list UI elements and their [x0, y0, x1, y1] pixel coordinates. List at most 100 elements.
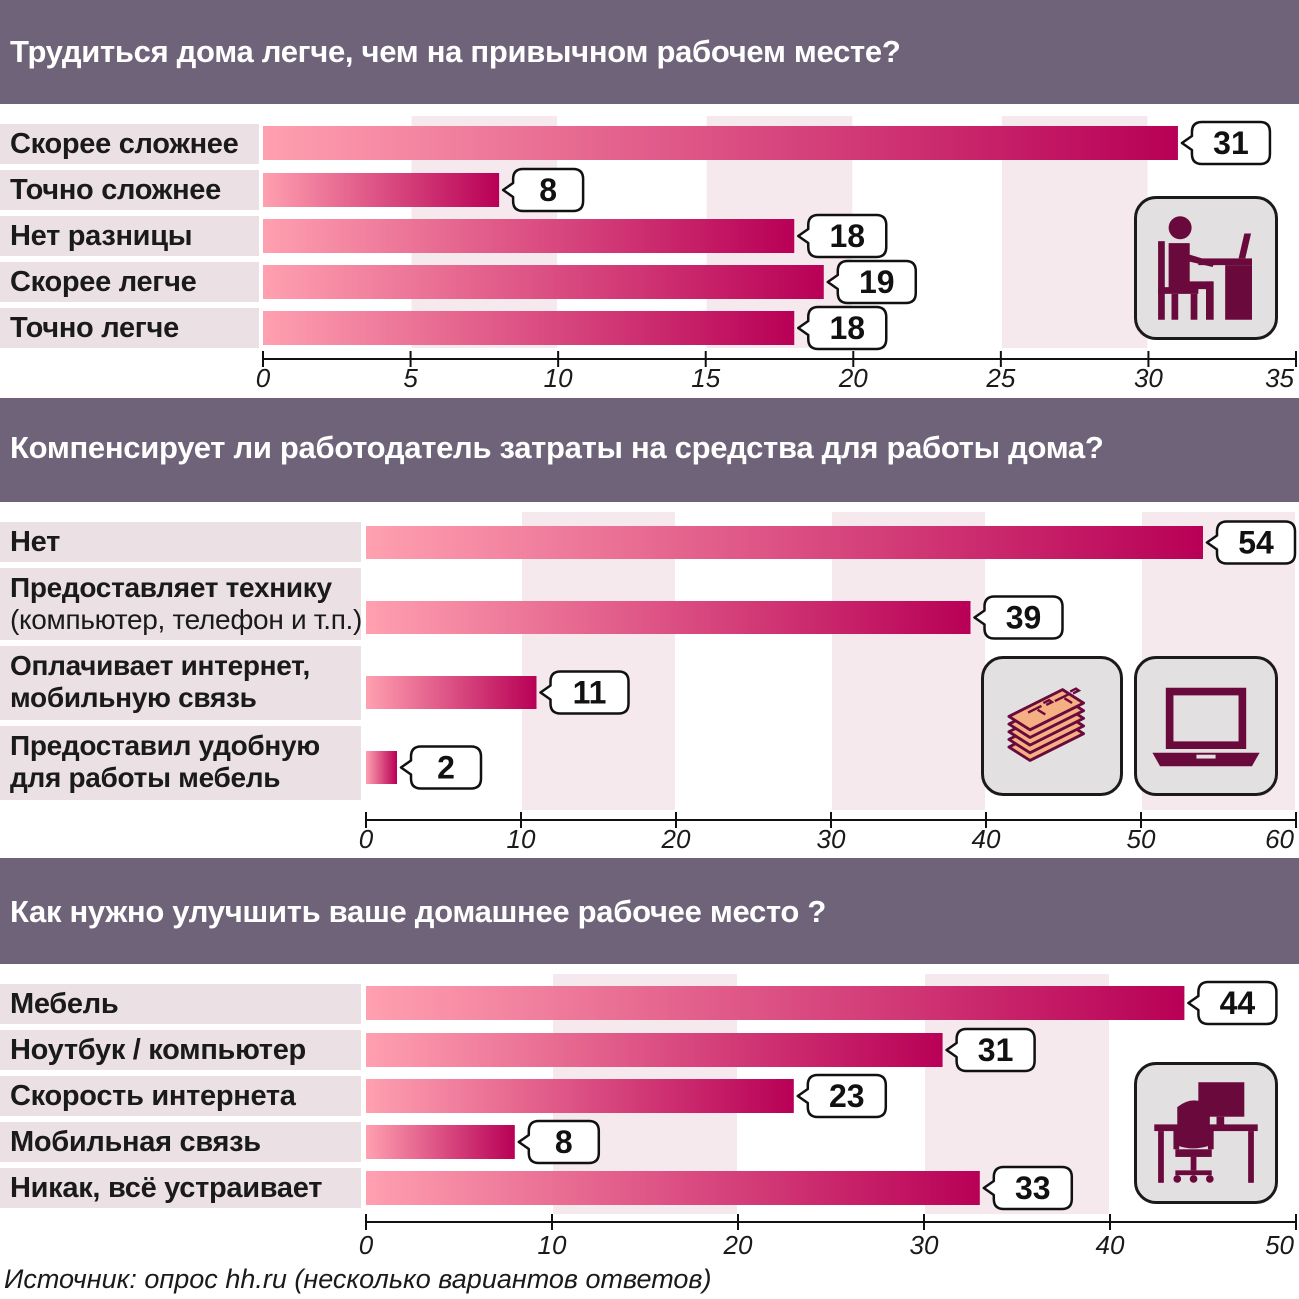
bar: [263, 126, 1178, 160]
chart3-category-label: Никак, всё устраивает: [10, 1172, 323, 1204]
value-callout: [1180, 120, 1272, 166]
chart2-title-band: Компенсирует ли работодатель затраты на …: [0, 398, 1299, 502]
chart2-category-line: для работы мебель: [10, 762, 281, 793]
x-tick-label: 25: [985, 363, 1015, 393]
chart2-category-label: Оплачивает интернет, мобильную связь: [10, 650, 310, 714]
person-at-desk-icon: [1134, 196, 1278, 340]
bar: [263, 219, 795, 253]
chart3-category-band: Ноутбук / компьютер: [0, 1030, 361, 1070]
source-note: Источник: опрос hh.ru (несколько вариант…: [4, 1264, 712, 1294]
bar: [366, 986, 1185, 1020]
chart2-category-line: Предоставляет технику: [10, 572, 332, 603]
x-tick-label: 0: [359, 824, 374, 854]
chart1-category-band: Скорее легче: [0, 262, 259, 302]
office-chair-desk-icon: [1134, 1062, 1278, 1204]
data-label: 23: [829, 1078, 865, 1114]
bar: [366, 601, 971, 634]
data-label: 2: [437, 750, 455, 786]
data-label: 31: [1213, 125, 1249, 161]
value-callout: [797, 305, 888, 351]
chart1: 31 8 18 19 18 0 5 10 15 20 25 30 35: [256, 116, 1297, 393]
bar: [366, 751, 397, 784]
chart2-category-band: Предоставил удобную для работы мебель: [0, 726, 361, 800]
chart2-category-band: Предоставляет технику (компьютер, телефо…: [0, 568, 362, 640]
x-tick-label: 20: [723, 1230, 753, 1260]
grid-band: [521, 512, 676, 810]
bar: [366, 1079, 794, 1113]
value-callout: [501, 167, 585, 213]
value-callout: [539, 670, 630, 715]
bar: [366, 1125, 515, 1159]
chart3-category-label: Мобильная связь: [10, 1126, 261, 1158]
data-label: 33: [1015, 1170, 1051, 1206]
data-label: 18: [829, 218, 865, 254]
x-tick-label: 30: [817, 824, 846, 854]
grid-band: [831, 512, 986, 810]
value-callout: [796, 1073, 888, 1119]
bar: [263, 173, 500, 207]
x-tick-label: 35: [1265, 363, 1294, 393]
x-tick-label: 10: [544, 363, 573, 393]
laptop-icon: [1134, 656, 1278, 796]
chart3-category-band: Никак, всё устраивает: [0, 1168, 361, 1208]
data-label: 54: [1238, 525, 1274, 561]
x-tick-label: 20: [838, 363, 868, 393]
x-tick-label: 15: [691, 363, 720, 393]
chart3-category-band: Мебель: [0, 984, 361, 1024]
data-label: 44: [1220, 985, 1256, 1021]
chart1-category-label: Точно легче: [10, 312, 179, 344]
chart2-category-line: мобильную связь: [10, 682, 257, 713]
chart3-category-band: Скорость интернета: [0, 1076, 361, 1116]
x-tick-label: 20: [661, 824, 691, 854]
value-callout: [517, 1119, 601, 1165]
chart2-category-label: Предоставил удобную для работы мебель: [10, 730, 320, 794]
data-label: 18: [829, 310, 865, 346]
chart2-category-band: Оплачивает интернет, мобильную связь: [0, 646, 361, 720]
chart3-category-label: Мебель: [10, 988, 119, 1020]
money-stack-icon: [981, 656, 1123, 796]
value-callout: [945, 1027, 1036, 1073]
chart3-title: Как нужно улучшить ваше домашнее рабочее…: [10, 894, 827, 929]
chart1-title: Трудиться дома легче, чем на привычном р…: [10, 34, 901, 69]
data-label: 39: [1006, 600, 1042, 636]
chart3-category-label: Ноутбук / компьютер: [10, 1034, 306, 1066]
chart3: 44 31 23 8 33 0 10 20 30 40 50: [359, 974, 1297, 1260]
chart2-category-line: Оплачивает интернет,: [10, 650, 310, 681]
x-tick-label: 0: [359, 1230, 374, 1260]
x-tick-label: 30: [910, 1230, 939, 1260]
chart1-category-band: Нет разницы: [0, 216, 259, 256]
bar: [366, 676, 537, 709]
x-tick-label: 30: [1134, 363, 1163, 393]
x-tick-label: 40: [1096, 1230, 1125, 1260]
value-callout: [982, 1165, 1074, 1211]
x-tick-label: 0: [256, 363, 271, 393]
x-tick-label: 10: [507, 824, 536, 854]
data-label: 11: [573, 675, 607, 711]
bar: [263, 265, 824, 299]
chart1-category-band: Скорее сложнее: [0, 124, 259, 164]
data-label: 31: [978, 1032, 1014, 1068]
chart3-title-band: Как нужно улучшить ваше домашнее рабочее…: [0, 858, 1299, 964]
bar: [366, 526, 1203, 559]
bar: [263, 311, 795, 345]
x-tick-label: 50: [1127, 824, 1156, 854]
chart2-title: Компенсирует ли работодатель затраты на …: [10, 430, 1104, 465]
value-callout: [797, 213, 888, 259]
chart2-category-label: Нет: [10, 526, 60, 558]
chart2-category-line: Предоставил удобную: [10, 730, 320, 761]
x-tick-label: 60: [1265, 824, 1294, 854]
bar: [366, 1033, 943, 1067]
data-label: 8: [555, 1124, 573, 1160]
value-callout: [973, 595, 1064, 640]
value-callout: [1187, 980, 1278, 1026]
x-tick-label: 50: [1265, 1230, 1294, 1260]
chart1-category-label: Точно сложнее: [10, 174, 221, 206]
chart2-category-label: Предоставляет технику (компьютер, телефо…: [10, 572, 362, 636]
chart1-category-label: Скорее легче: [10, 266, 197, 298]
value-callout: [1205, 520, 1297, 565]
value-callout: [399, 745, 483, 790]
x-tick-label: 40: [972, 824, 1001, 854]
value-callout: [826, 259, 918, 305]
